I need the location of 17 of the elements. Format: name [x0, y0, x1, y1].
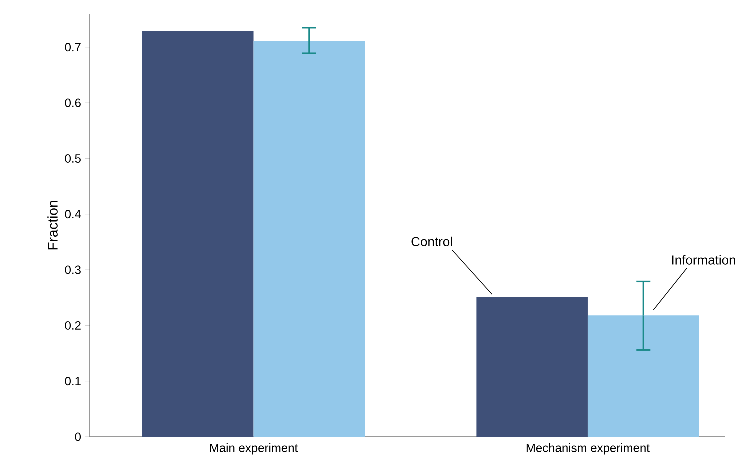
y-tick-label: 0.3 [65, 266, 81, 274]
y-tick-label: 0 [75, 432, 82, 442]
y-tick-label: 0.1 [65, 377, 81, 386]
y-tick-label: 0.2 [65, 321, 81, 330]
text: Information [672, 255, 736, 265]
text: Control [412, 236, 452, 246]
bar [142, 31, 254, 437]
x-tick-label: Main experiment [210, 444, 298, 455]
y-tick-label: 0.5 [65, 154, 81, 163]
bar [588, 316, 700, 437]
bar [476, 297, 588, 437]
y-tick-label: 0.6 [65, 98, 81, 108]
y-tick-label: 0.4 [65, 210, 82, 219]
y-axis-title: Fraction [48, 201, 58, 250]
bar [254, 41, 366, 437]
x-tick-label: Mechanism experiment [526, 444, 650, 455]
y-tick-label: 0.7 [65, 43, 81, 52]
